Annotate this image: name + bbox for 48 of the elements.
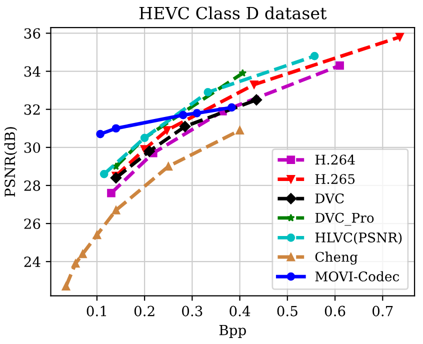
y-tick-label: 30 [24,142,40,153]
x-tick-label: 0.1 [86,306,106,316]
point [204,88,212,96]
point [336,61,344,70]
point [112,124,120,133]
point [62,282,70,290]
x-tick-label: 0.6 [324,306,346,316]
point [250,80,258,89]
legend-label: MOVI-Codec [315,271,400,282]
y-tick-label: 28 [24,180,40,191]
y-tick-label: 34 [24,66,40,77]
legend-label: H.265 [315,174,355,184]
point [178,110,188,120]
legend-label: HLVC(PSNR) [315,232,402,244]
point [179,120,191,132]
point [92,230,102,240]
point [96,130,104,138]
point [236,126,244,134]
legend-label: H.264 [315,154,355,165]
y-tick-label: 26 [24,218,40,229]
point [228,103,236,112]
point [162,126,172,134]
point [107,188,116,198]
x-tick-label: 0.3 [182,306,202,316]
legend-label: DVC_Pro [315,212,374,226]
y-tick-label: 36 [24,28,40,39]
y-axis-title: PSNR(dB) [4,127,18,197]
point [71,259,80,268]
x-tick-label: 0.5 [277,306,298,316]
x-tick-label: 0.4 [230,306,250,316]
point [238,69,247,77]
x-axis-title: Bpp [219,324,246,338]
point [192,108,202,118]
point [310,52,319,60]
point [396,32,404,42]
x-tick-label: 0.7 [372,306,393,316]
point [100,170,108,178]
chart-title: HEVC Class D dataset [139,6,327,20]
point [112,206,120,214]
point [250,94,262,106]
y-tick-label: 32 [24,104,40,115]
point [78,250,87,258]
point [144,146,155,157]
y-tick-label: 24 [24,256,40,267]
legend-label: Cheng [315,252,358,265]
point [110,172,122,184]
legend-label: DVC [315,193,344,204]
x-tick-label: 0.2 [134,306,154,316]
